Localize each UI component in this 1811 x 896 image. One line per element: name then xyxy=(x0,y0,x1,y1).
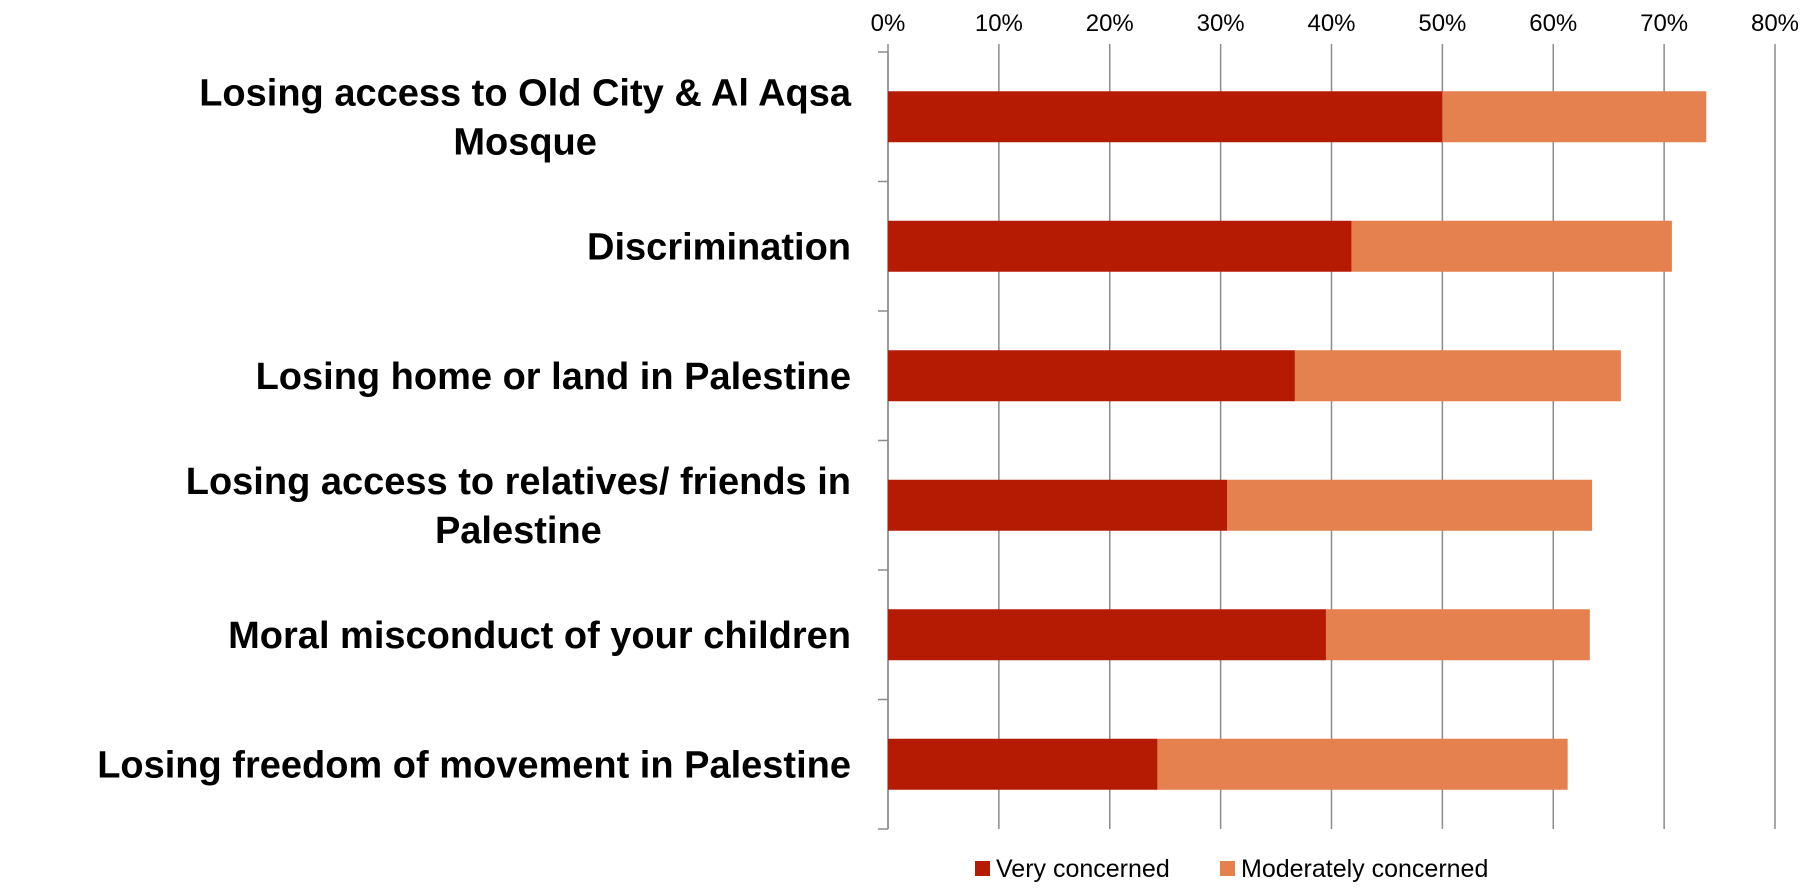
legend-swatch-moderately-concerned xyxy=(1220,861,1235,876)
bar-moderately-concerned-0 xyxy=(1442,91,1707,143)
bar-moderately-concerned-2 xyxy=(1294,350,1621,402)
category-label: Losing freedom of movement in Palestine xyxy=(97,744,851,786)
bar-moderately-concerned-1 xyxy=(1351,220,1672,272)
bar-very-concerned-5 xyxy=(888,738,1158,790)
x-tick-label: 20% xyxy=(1086,10,1134,37)
x-tick-label: 50% xyxy=(1418,10,1466,37)
x-tick-label: 0% xyxy=(871,10,906,37)
category-label: Losing home or land in Palestine xyxy=(256,356,851,398)
x-tick-label: 30% xyxy=(1197,10,1245,37)
x-tick-label: 40% xyxy=(1307,10,1355,37)
category-label: Losing access to Old City & Al Aqsa Mosqu… xyxy=(199,72,852,163)
x-tick-label: 60% xyxy=(1529,10,1577,37)
bar-moderately-concerned-4 xyxy=(1325,609,1590,661)
category-label-line: Palestine xyxy=(435,510,602,552)
bar-very-concerned-2 xyxy=(888,350,1295,402)
x-tick-label: 80% xyxy=(1751,10,1799,37)
bar-moderately-concerned-5 xyxy=(1157,738,1568,790)
category-label-line: Mosque xyxy=(453,121,597,163)
legend-swatch-very-concerned xyxy=(975,861,990,876)
category-label: Discrimination xyxy=(587,226,851,268)
bar-very-concerned-0 xyxy=(888,91,1443,143)
x-tick-label: 10% xyxy=(975,10,1023,37)
category-label-line: Losing access to relatives/ friends in xyxy=(186,461,851,503)
category-label: Moral misconduct of your children xyxy=(228,615,851,657)
bar-very-concerned-3 xyxy=(888,479,1228,531)
bar-moderately-concerned-3 xyxy=(1227,479,1593,531)
bar-very-concerned-1 xyxy=(888,220,1352,272)
legend-label-very-concerned: Very concerned xyxy=(996,855,1170,883)
bar-very-concerned-4 xyxy=(888,609,1326,661)
x-tick-label: 70% xyxy=(1640,10,1688,37)
category-label: Losing access to relatives/ friends in Pa… xyxy=(186,461,851,552)
legend-label-moderately-concerned: Moderately concerned xyxy=(1241,855,1488,883)
category-label-line: Losing access to Old City & Al Aqsa xyxy=(199,72,852,114)
